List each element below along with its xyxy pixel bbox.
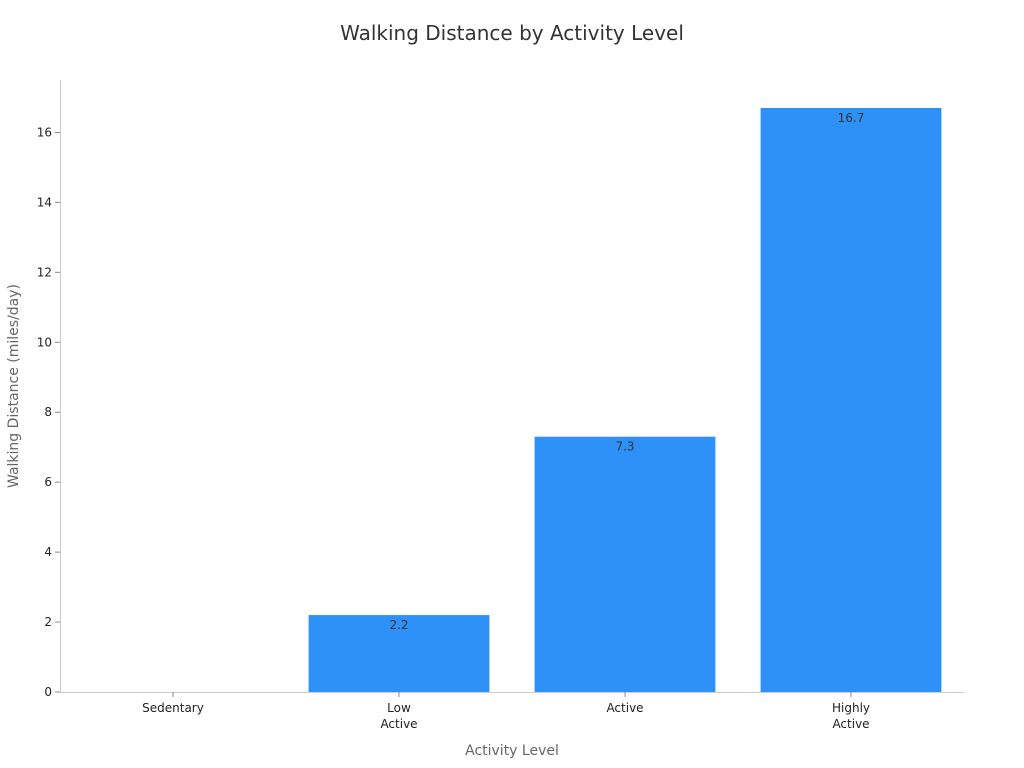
y-axis-ticks: 0 2 4 6 8 10 12 14 16 [37,125,60,699]
y-tick-label: 8 [44,405,52,419]
bar-value-label: 16.7 [838,111,865,125]
bar [534,436,716,692]
x-tick-label: Sedentary [142,701,204,715]
bars-group: 2.2 7.3 16.7 [308,107,942,692]
y-tick-label: 2 [44,615,52,629]
y-tick-label: 10 [37,335,52,349]
y-tick-label: 0 [44,685,52,699]
y-axis-label: Walking Distance (miles/day) [6,284,22,488]
x-axis-ticks: Sedentary Low Active Active Highly Active [142,692,870,731]
bar [760,107,942,692]
x-tick-label: Active [380,717,417,731]
y-tick-label: 16 [37,125,52,139]
y-tick-label: 12 [37,265,52,279]
x-tick-label: Highly [832,701,870,715]
x-tick-label: Active [832,717,869,731]
y-tick-label: 4 [44,545,52,559]
bar-value-label: 2.2 [389,618,408,632]
bar [308,615,490,692]
bar-value-label: 7.3 [615,440,634,454]
y-tick-label: 6 [44,475,52,489]
x-tick-label: Low [387,701,411,715]
chart-title: Walking Distance by Activity Level [340,21,684,45]
x-tick-label: Active [606,701,643,715]
x-axis-label: Activity Level [465,743,559,759]
y-tick-label: 14 [37,195,52,209]
